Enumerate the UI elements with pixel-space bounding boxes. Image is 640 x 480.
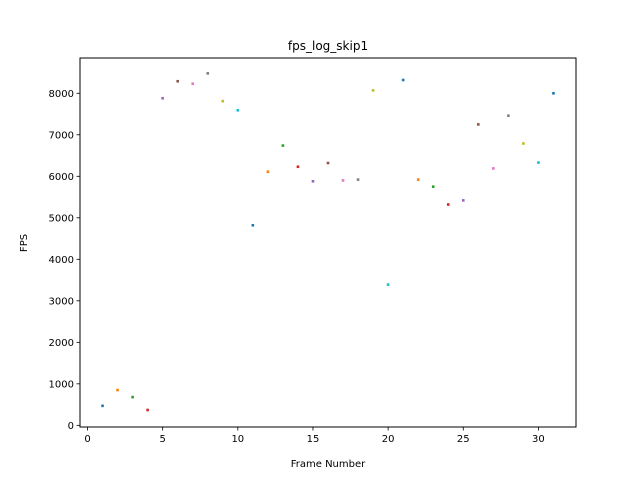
x-tick-label: 15 (307, 434, 320, 445)
data-point (236, 108, 240, 112)
data-point (221, 99, 225, 103)
x-tick-label: 30 (532, 434, 545, 445)
x-tick-label: 10 (231, 434, 244, 445)
data-point (116, 388, 119, 392)
data-point (552, 91, 555, 95)
data-point (206, 72, 210, 75)
plot-frame (79, 57, 577, 428)
y-tick-label: 8000 (49, 89, 74, 100)
data-point (131, 395, 134, 399)
data-point (492, 167, 495, 170)
data-point (461, 199, 465, 202)
y-tick-label: 3000 (49, 296, 74, 307)
data-point (507, 114, 510, 117)
data-point (446, 203, 450, 206)
y-axis-label: FPS (19, 234, 30, 252)
data-point (416, 178, 420, 181)
data-point (146, 408, 149, 412)
data-point (371, 89, 375, 92)
plot-area: 0 5 10 15 20 25 30 0 1000 2000 3000 4000 5000 6000 700… (49, 72, 555, 445)
x-tick-label: 0 (84, 434, 90, 445)
data-point (386, 283, 390, 286)
y-tick-label: 0 (68, 421, 74, 432)
data-point (191, 82, 195, 86)
y-tick-label: 4000 (49, 255, 74, 266)
y-tick-label: 6000 (49, 172, 74, 183)
chart-title: fps_log_skip1 (288, 39, 368, 53)
data-point (311, 179, 315, 183)
data-point (251, 223, 255, 227)
x-axis-label: Frame Number (291, 459, 366, 470)
data-point (341, 179, 345, 182)
y-tick-label: 1000 (49, 379, 74, 390)
data-point (522, 142, 525, 145)
x-tick-label: 25 (457, 434, 470, 445)
data-point (326, 161, 330, 165)
data-point (537, 161, 540, 164)
data-point (101, 404, 104, 408)
y-tick-label: 5000 (49, 213, 74, 224)
data-point (477, 123, 480, 126)
x-tick-label: 5 (159, 434, 165, 445)
data-point (401, 78, 405, 82)
data-point (176, 79, 179, 83)
y-tick-label: 7000 (49, 130, 74, 141)
data-point (266, 170, 270, 174)
data-point (161, 96, 164, 100)
x-tick-label: 20 (382, 434, 395, 445)
data-point (296, 165, 300, 169)
data-point (431, 185, 435, 188)
y-tick-label: 2000 (49, 338, 74, 349)
data-point (281, 144, 285, 147)
data-point (356, 178, 360, 181)
